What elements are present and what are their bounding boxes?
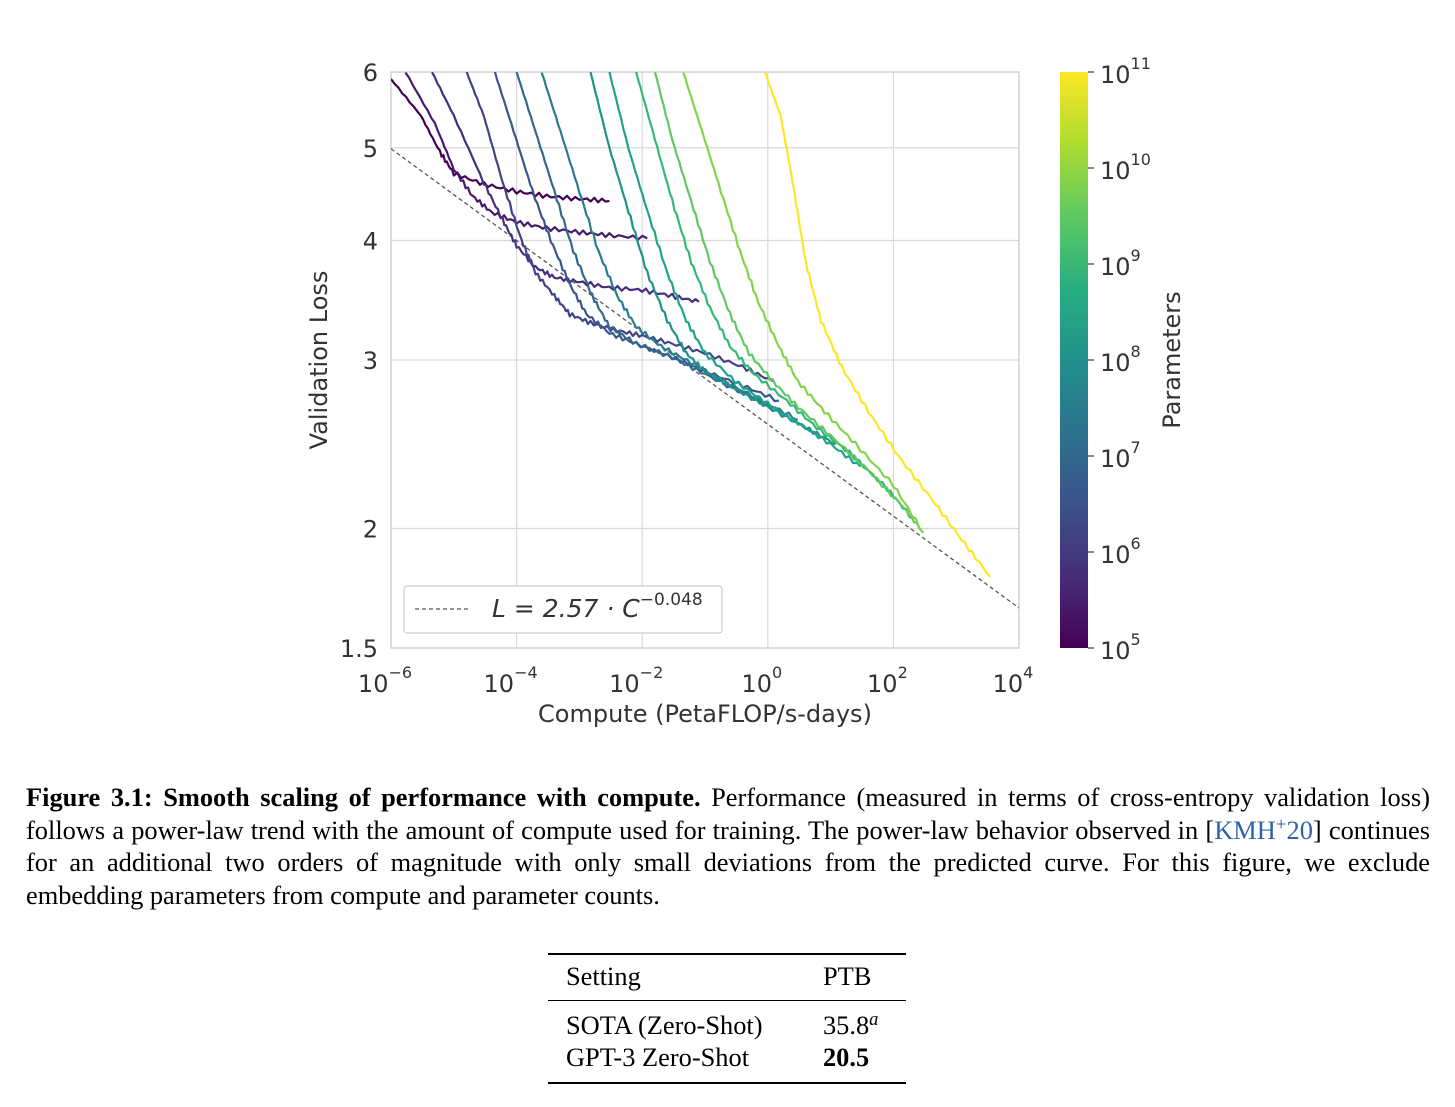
citation-plus: + — [1275, 813, 1287, 835]
caption-label: Figure 3.1: — [26, 782, 153, 812]
colorbar-tick-exponent: 10 — [1131, 150, 1151, 169]
grid-lines — [390, 71, 1020, 649]
series-line — [540, 72, 798, 421]
colorbar-tick-label: 106 — [1100, 534, 1141, 569]
series-line — [763, 72, 992, 578]
colorbar-tick-base: 10 — [1100, 157, 1131, 185]
x-tick-base: 10 — [741, 670, 772, 698]
colorbar-tick-base: 10 — [1100, 61, 1131, 89]
x-tick-base: 10 — [993, 670, 1024, 698]
x-tick-label: 104 — [993, 663, 1034, 698]
y-tick-labels: 1.5 2 3 4 5 6 — [340, 59, 378, 663]
legend-box — [403, 585, 723, 634]
series-layer — [391, 72, 992, 578]
colorbar-tick-label: 105 — [1100, 630, 1141, 665]
colorbar-tick-label: 109 — [1100, 246, 1141, 281]
y-tick-label: 2 — [363, 515, 378, 543]
colorbar-tick-label: 108 — [1100, 342, 1141, 377]
citation-year: 20 — [1286, 814, 1313, 845]
cell-ptb: 35.8a — [805, 1001, 906, 1042]
table-header-row: Setting PTB — [548, 954, 906, 1001]
y-tick-label: 3 — [363, 347, 378, 375]
x-tick-base: 10 — [484, 670, 515, 698]
series-line — [465, 72, 774, 383]
y-tick-label: 5 — [363, 135, 378, 163]
table-row: SOTA (Zero-Shot) 35.8a — [548, 1001, 906, 1042]
colorbar-tick-base: 10 — [1100, 541, 1131, 569]
caption-title: Smooth scaling of performance with compu… — [163, 782, 701, 812]
series-line — [653, 72, 925, 534]
y-tick-label: 1.5 — [340, 635, 378, 663]
caption-body: Performance (measured in terms of cross-… — [26, 782, 1430, 845]
series-line — [682, 72, 925, 534]
x-tick-labels: 10−6 10−4 10−2 100 102 104 — [358, 663, 1033, 698]
series-line — [608, 72, 862, 468]
colorbar-tick-label: 1011 — [1100, 54, 1151, 89]
x-tick-exponent: 2 — [898, 663, 908, 682]
x-tick-exponent: 0 — [772, 663, 782, 682]
footnote-marker: a — [869, 1008, 879, 1029]
colorbar-tick-base: 10 — [1100, 637, 1131, 665]
x-tick-exponent: −2 — [640, 663, 664, 682]
cell-ptb-value: 35.8 — [822, 1010, 870, 1040]
cell-setting: GPT-3 Zero-Shot — [566, 1042, 750, 1072]
figure-caption: Figure 3.1: Smooth scaling of performanc… — [26, 781, 1430, 911]
x-tick-label: 100 — [741, 663, 782, 698]
colorbar-tick-exponent: 7 — [1131, 438, 1141, 457]
y-tick-label: 6 — [363, 59, 378, 87]
x-tick-base: 10 — [609, 670, 640, 698]
x-tick-base: 10 — [867, 670, 898, 698]
x-tick-base: 10 — [358, 670, 389, 698]
cell-setting: SOTA (Zero-Shot) — [566, 1010, 763, 1040]
legend: L = 2.57 · C−0.048 — [403, 585, 723, 634]
citation-authors: KMH — [1214, 814, 1276, 845]
x-tick-label: 10−2 — [609, 663, 663, 698]
colorbar-tick-exponent: 9 — [1131, 246, 1141, 265]
header-setting: Setting — [566, 961, 641, 991]
citation-link[interactable]: KMH+20 — [1214, 815, 1313, 845]
table-row: GPT-3 Zero-Shot 20.5 — [548, 1041, 906, 1083]
x-tick-label: 102 — [867, 663, 908, 698]
y-tick-label: 4 — [363, 227, 378, 255]
x-tick-label: 10−4 — [484, 663, 538, 698]
header-ptb: PTB — [822, 961, 872, 991]
legend-exponent: −0.048 — [640, 590, 703, 610]
colorbar-tick-base: 10 — [1100, 253, 1131, 281]
plot-frame — [390, 71, 1020, 649]
x-tick-exponent: −6 — [388, 663, 412, 682]
x-tick-exponent: −4 — [514, 663, 538, 682]
colorbar-tick-exponent: 5 — [1131, 630, 1141, 649]
colorbar-tick-exponent: 6 — [1131, 534, 1141, 553]
x-axis-label: Compute (PetaFLOP/s-days) — [538, 700, 872, 728]
series-line — [589, 72, 836, 446]
legend-formula: L = 2.57 · C — [492, 594, 640, 623]
series-line — [431, 72, 700, 304]
colorbar-tick-base: 10 — [1100, 445, 1131, 473]
power-law-fit-line — [391, 148, 1019, 609]
colorbar-tick-exponent: 11 — [1131, 54, 1151, 73]
colorbar-gradient — [1060, 72, 1088, 648]
colorbar-tick-exponent: 8 — [1131, 342, 1141, 361]
colorbar-label: Parameters — [1158, 291, 1186, 428]
x-tick-exponent: 4 — [1023, 663, 1033, 682]
colorbar-tick-label: 107 — [1100, 438, 1141, 473]
legend-entry: L = 2.57 · C−0.048 — [492, 590, 703, 623]
cell-ptb: 20.5 — [822, 1042, 870, 1072]
y-axis-label: Validation Loss — [305, 271, 333, 450]
x-tick-label: 10−6 — [358, 663, 412, 698]
colorbar-tick-base: 10 — [1100, 349, 1131, 377]
caption-body-end: ] continues for an additional two orders… — [26, 814, 1430, 910]
colorbar-tick-label: 1010 — [1100, 150, 1151, 185]
ptb-results-table: Setting PTB SOTA (Zero-Shot) 35.8a GPT-3… — [548, 953, 906, 1084]
